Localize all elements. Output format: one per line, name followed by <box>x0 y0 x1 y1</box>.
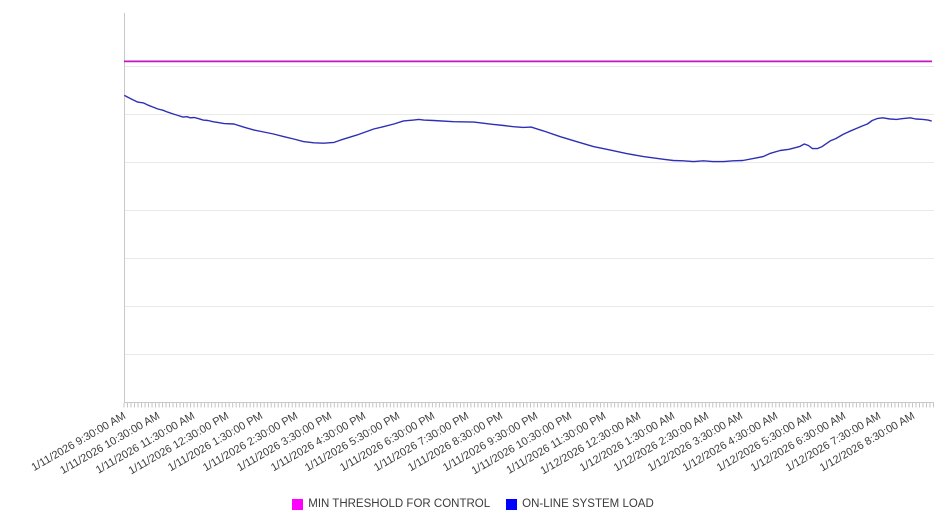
threshold-swatch-icon <box>292 498 304 510</box>
system-load-swatch-icon <box>506 498 518 510</box>
legend-label-system-load: ON-LINE SYSTEM LOAD <box>522 498 654 510</box>
legend-label-min-threshold: MIN THRESHOLD FOR CONTROL <box>308 498 491 510</box>
legend-item-min-threshold: MIN THRESHOLD FOR CONTROL <box>292 498 490 510</box>
legend: MIN THRESHOLD FOR CONTROL ON-LINE SYSTEM… <box>0 498 946 510</box>
online-system-load-line <box>124 94 932 163</box>
legend-item-system-load: ON-LINE SYSTEM LOAD <box>506 498 654 510</box>
